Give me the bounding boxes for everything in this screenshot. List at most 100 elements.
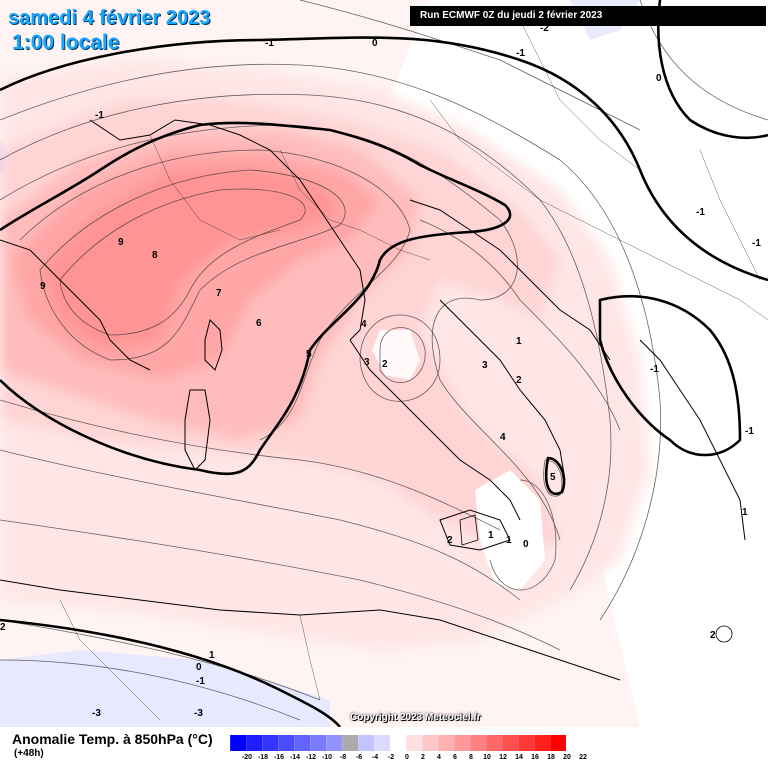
coast-greece (639, 339, 746, 541)
scale-tick-label: -12 (305, 754, 317, 761)
scale-tick-label: -4 (371, 754, 379, 761)
scale-swatch (374, 735, 390, 751)
scale-tick-label: 22 (579, 754, 587, 761)
country-borders (59, 19, 768, 721)
contour-label: 0 (372, 38, 378, 49)
coast-sardinia (184, 389, 211, 471)
contour-label: 7 (216, 288, 222, 299)
scale-swatch (438, 735, 454, 751)
scale-swatch (390, 735, 406, 751)
scale-swatch (550, 735, 566, 751)
contour-label: 1 (516, 336, 522, 347)
contour-label: -1 (95, 110, 104, 121)
scale-swatch (422, 735, 438, 751)
contour-label: 2 (516, 375, 522, 386)
scale-tick-label: -6 (355, 754, 363, 761)
scale-swatch (454, 735, 470, 751)
thin-isolines (0, 0, 768, 721)
contour-label: 3 (364, 357, 370, 368)
contour-label: 1 (742, 507, 748, 518)
contour-label: 8 (152, 250, 158, 261)
forecast-time: 1:00 locale (12, 31, 120, 54)
contour-label: 9 (40, 281, 46, 292)
scale-swatch (294, 735, 310, 751)
thick-isolines (0, 0, 768, 727)
scale-tick-label: 6 (453, 754, 457, 761)
contour-label: 9 (118, 237, 124, 248)
scale-swatch (406, 735, 422, 751)
legend-subtitle: (+48h) (14, 748, 44, 759)
forecast-date: samedi 4 février 2023 (8, 7, 211, 29)
legend-title: Anomalie Temp. à 850hPa (°C) (12, 731, 213, 747)
contour-label: 1 (506, 535, 512, 546)
anomaly-map: 9 9 8 7 6 5 4 3 2 3 2 1 2 1 0 1 -1 -1 -1… (0, 0, 768, 727)
contour-label: 2 (382, 359, 388, 370)
contour-label: 2 (0, 622, 6, 633)
isoline-zero-north (0, 36, 768, 282)
scale-swatch (278, 735, 294, 751)
contour-label: 5 (306, 349, 312, 360)
coast-italy-east (439, 299, 566, 481)
scale-swatch (486, 735, 502, 751)
negative-zone-south (0, 650, 330, 727)
scale-swatch (534, 735, 550, 751)
coast-corsica (204, 319, 223, 371)
scale-tick-label: 16 (531, 754, 539, 761)
coastlines (0, 119, 746, 681)
scale-swatch (246, 735, 262, 751)
scale-tick-label: 14 (515, 754, 523, 761)
scale-swatch (502, 735, 518, 751)
contour-label: 2 (710, 630, 716, 641)
coast-france-italy (89, 119, 366, 341)
contour-labels: 9 9 8 7 6 5 4 3 2 3 2 1 2 1 0 1 -1 -1 -1… (0, 23, 761, 719)
scale-swatch (358, 735, 374, 751)
contour-label: 5 (550, 472, 556, 483)
contour-label: -1 (752, 238, 761, 249)
contour-label: 0 (196, 662, 202, 673)
scale-tick-label: 8 (469, 754, 473, 761)
contour-label: -3 (194, 708, 203, 719)
run-info: Run ECMWF 0Z du jeudi 2 février 2023 (410, 6, 766, 26)
color-scale (230, 735, 566, 751)
scale-tick-label: -18 (257, 754, 269, 761)
contour-label: -1 (745, 426, 754, 437)
isoline-zero-east (598, 294, 742, 457)
contour-label: 1 (209, 650, 215, 661)
contour-label: -3 (92, 708, 101, 719)
contour-label: -1 (516, 48, 525, 59)
legend-footer: Anomalie Temp. à 850hPa (°C) (+48h) -2 0 -… (0, 727, 768, 768)
coast-iberia (0, 239, 151, 371)
scale-tick-label: -8 (339, 754, 347, 761)
isoline-five-east (544, 456, 566, 496)
cool-patch-adriatic (372, 330, 420, 380)
copyright-text: Copyright 2023 Meteociel.fr (350, 712, 481, 723)
scale-tick-label: -2 (387, 754, 395, 761)
isoline-zero-south (0, 618, 341, 727)
contour-label: 1 (488, 530, 494, 541)
color-scale-ticks: -20 -18 -16 -14 -12 -10 -8 -6 -4 -2 0 2 4 6 8 10 12 14 16 1… (230, 754, 587, 764)
scale-tick-label: 18 (547, 754, 555, 761)
contour-label: -1 (196, 676, 205, 687)
coast-sicily (439, 509, 511, 551)
contour-label: 4 (361, 319, 367, 330)
scale-tick-label: -14 (289, 754, 301, 761)
contour-label: -1 (265, 38, 274, 49)
cool-patch-south-italy (475, 470, 545, 590)
contour-label: -1 (650, 364, 659, 375)
contour-label: 0 (656, 73, 662, 84)
scale-tick-label: 4 (437, 754, 441, 761)
scale-swatch (262, 735, 278, 751)
contour-label: 4 (500, 432, 506, 443)
scale-swatch (326, 735, 342, 751)
contour-label: 2 (447, 535, 453, 546)
scale-tick-label: 0 (405, 754, 409, 761)
scale-tick-label: 20 (563, 754, 571, 761)
scale-tick-label: 12 (499, 754, 507, 761)
coast-italy-west (349, 339, 521, 521)
scale-swatch (310, 735, 326, 751)
scale-swatch (470, 735, 486, 751)
coast-north-africa (0, 579, 621, 681)
contour-label: 0 (523, 539, 529, 550)
coast-adriatic (409, 199, 611, 361)
scale-tick-label: -10 (321, 754, 333, 761)
